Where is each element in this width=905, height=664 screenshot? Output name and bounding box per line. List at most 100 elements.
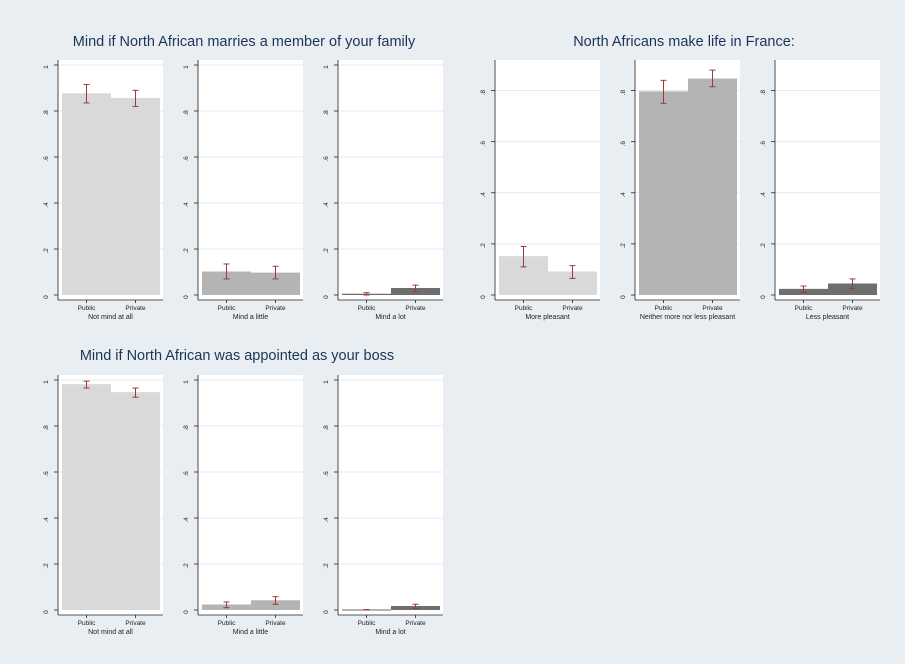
y-tick-label: .8 [480, 89, 487, 95]
x-axis-label: Mind a little [233, 314, 269, 321]
x-tick-label: Private [562, 305, 583, 312]
y-tick-label: .6 [760, 141, 767, 147]
y-tick-label: 0 [480, 295, 487, 299]
plot-area [775, 60, 880, 300]
x-tick-label: Public [218, 620, 236, 627]
x-tick-label: Private [125, 305, 146, 312]
chart-panel: 0 .2 .4 .6 .8 Public Private Neither more nor l… [620, 60, 740, 321]
bar [62, 93, 111, 295]
y-tick-label: 1 [323, 65, 330, 69]
chart-panel: Mind if North African marries a member o… [43, 34, 416, 321]
x-axis-label: Mind a lot [375, 629, 405, 636]
x-tick-label: Public [358, 305, 376, 312]
y-tick-label: .6 [620, 141, 627, 147]
y-tick-label: .4 [323, 517, 330, 523]
y-tick-label: 1 [43, 380, 50, 384]
bar [111, 392, 160, 610]
bar [111, 98, 160, 295]
bar [548, 272, 597, 295]
y-tick-label: .4 [43, 202, 50, 208]
x-tick-label: Public [795, 305, 813, 312]
x-tick-label: Public [78, 620, 96, 627]
bar [828, 284, 877, 295]
y-tick-label: 0 [760, 295, 767, 299]
y-tick-label: .2 [760, 243, 767, 249]
y-tick-label: .8 [323, 110, 330, 116]
group-title: North Africans make life in France: [573, 34, 795, 50]
y-tick-label: .6 [323, 156, 330, 162]
y-tick-label: .6 [43, 156, 50, 162]
plot-area [198, 375, 303, 615]
chart-panel: 0 .2 .4 .6 .8 1 Public Private Mind a little [183, 60, 303, 321]
y-tick-label: 0 [183, 610, 190, 614]
x-tick-label: Private [265, 305, 286, 312]
y-tick-label: 1 [43, 65, 50, 69]
bar [202, 272, 251, 295]
x-axis-label: Mind a lot [375, 314, 405, 321]
y-tick-label: 0 [43, 295, 50, 299]
y-tick-label: .8 [760, 89, 767, 95]
y-tick-label: .2 [43, 248, 50, 254]
y-tick-label: .4 [183, 202, 190, 208]
group-title: Mind if North African was appointed as y… [80, 348, 394, 364]
y-tick-label: .4 [760, 192, 767, 198]
x-tick-label: Private [125, 620, 146, 627]
y-tick-label: .4 [43, 517, 50, 523]
y-tick-label: .2 [183, 563, 190, 569]
y-tick-label: .8 [43, 425, 50, 431]
x-tick-label: Private [405, 620, 426, 627]
bar [639, 91, 688, 295]
group-title: Mind if North African marries a member o… [73, 34, 416, 50]
y-tick-label: .2 [620, 243, 627, 249]
y-tick-label: 0 [43, 610, 50, 614]
y-tick-label: .6 [43, 471, 50, 477]
x-axis-label: More pleasant [525, 314, 569, 321]
chart-panel: 0 .2 .4 .6 .8 Public Private Less pleasant [760, 60, 880, 321]
bar [251, 273, 300, 295]
y-tick-label: .4 [620, 192, 627, 198]
y-tick-label: 0 [323, 295, 330, 299]
y-tick-label: .4 [323, 202, 330, 208]
x-tick-label: Public [218, 305, 236, 312]
y-tick-label: 1 [183, 65, 190, 69]
y-tick-label: .6 [323, 471, 330, 477]
x-axis-label: Mind a little [233, 629, 269, 636]
chart-panel: Mind if North African was appointed as y… [43, 348, 394, 636]
x-tick-label: Public [358, 620, 376, 627]
y-tick-label: 0 [183, 295, 190, 299]
plot-area [338, 60, 443, 300]
y-tick-label: 1 [323, 380, 330, 384]
y-tick-label: .6 [183, 156, 190, 162]
y-tick-label: .6 [183, 471, 190, 477]
y-tick-label: .4 [480, 192, 487, 198]
y-tick-label: .8 [620, 89, 627, 95]
x-axis-label: Not mind at all [88, 314, 133, 321]
bar [251, 600, 300, 610]
y-tick-label: .2 [43, 563, 50, 569]
chart-panel: North Africans make life in France: 0 .2 .4… [480, 34, 795, 321]
bar [62, 384, 111, 610]
x-tick-label: Public [78, 305, 96, 312]
x-tick-label: Private [405, 305, 426, 312]
y-tick-label: 0 [323, 610, 330, 614]
y-tick-label: .2 [323, 563, 330, 569]
y-tick-label: .2 [323, 248, 330, 254]
y-tick-label: .2 [480, 243, 487, 249]
plot-area [338, 375, 443, 615]
x-tick-label: Public [655, 305, 673, 312]
chart-panel: 0 .2 .4 .6 .8 1 Public Private Mind a little [183, 375, 303, 636]
x-tick-label: Private [842, 305, 863, 312]
y-tick-label: 1 [183, 380, 190, 384]
x-tick-label: Public [515, 305, 533, 312]
y-tick-label: .8 [183, 425, 190, 431]
y-tick-label: 0 [620, 295, 627, 299]
y-tick-label: .8 [183, 110, 190, 116]
x-axis-label: Less pleasant [806, 314, 849, 321]
x-tick-label: Private [265, 620, 286, 627]
y-tick-label: .4 [183, 517, 190, 523]
x-axis-label: Not mind at all [88, 629, 133, 636]
plot-area [198, 60, 303, 300]
